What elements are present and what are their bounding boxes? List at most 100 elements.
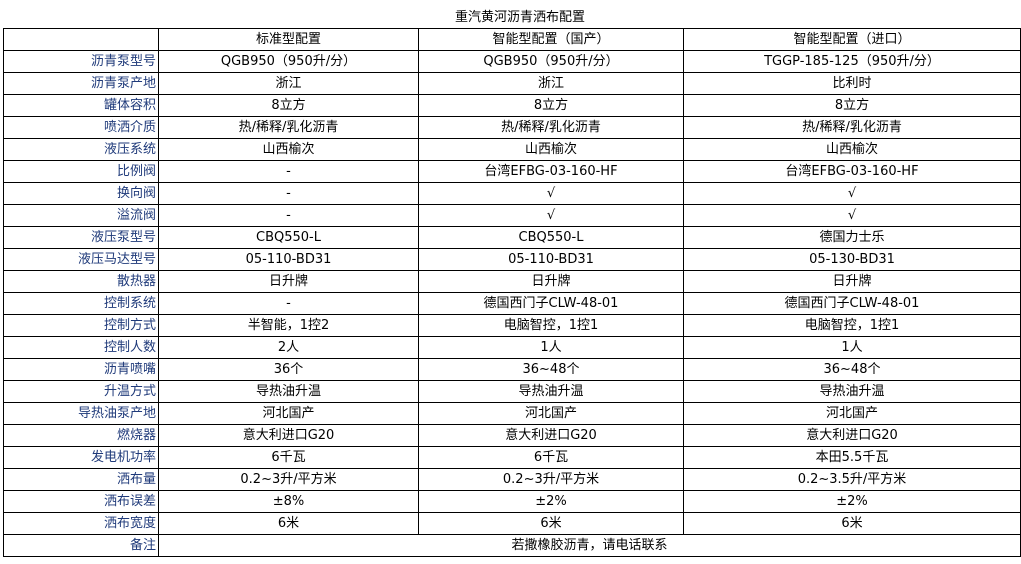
header-cell [3,28,159,51]
table-row: 换向阀 - √ √ [3,182,1021,205]
row-label: 喷洒介质 [3,116,159,139]
cell-value: CBQ550-L [158,226,419,249]
table-row: 液压泵型号 CBQ550-L CBQ550-L 德国力士乐 [3,226,1021,249]
cell-value: 日升牌 [158,270,419,293]
cell-value: CBQ550-L [418,226,684,249]
cell-value: 2人 [158,336,419,359]
cell-value: - [158,182,419,205]
table-row: 升温方式 导热油升温 导热油升温 导热油升温 [3,380,1021,403]
cell-value: 热/稀释/乳化沥青 [418,116,684,139]
cell-value: 05-110-BD31 [158,248,419,271]
table-row: 散热器 日升牌 日升牌 日升牌 [3,270,1021,293]
note-row: 备注 若撒橡胶沥青，请电话联系 [3,534,1021,557]
cell-value: QGB950（950升/分） [418,50,684,73]
cell-value: 意大利进口G20 [158,424,419,447]
table-row: 喷洒介质 热/稀释/乳化沥青 热/稀释/乳化沥青 热/稀释/乳化沥青 [3,116,1021,139]
table-row: 控制系统 - 德国西门子CLW-48-01 德国西门子CLW-48-01 [3,292,1021,315]
cell-value: 36~48个 [683,358,1021,381]
row-label: 比例阀 [3,160,159,183]
cell-value: 河北国产 [158,402,419,425]
cell-value: 6米 [158,512,419,535]
cell-value: 导热油升温 [158,380,419,403]
cell-value: 电脑智控，1控1 [683,314,1021,337]
cell-value: 05-110-BD31 [418,248,684,271]
note-value: 若撒橡胶沥青，请电话联系 [158,534,1021,557]
cell-value: √ [683,204,1021,227]
cell-value: 热/稀释/乳化沥青 [683,116,1021,139]
cell-value: 河北国产 [683,402,1021,425]
cell-value: 日升牌 [683,270,1021,293]
cell-value: 本田5.5千瓦 [683,446,1021,469]
cell-value: 8立方 [418,94,684,117]
cell-value: 浙江 [158,72,419,95]
row-label: 控制系统 [3,292,159,315]
table-row: 沥青喷嘴 36个 36~48个 36~48个 [3,358,1021,381]
cell-value: 1人 [418,336,684,359]
row-label: 液压泵型号 [3,226,159,249]
cell-value: 山西榆次 [683,138,1021,161]
cell-value: - [158,160,419,183]
row-label: 沥青泵型号 [3,50,159,73]
cell-value: ±2% [418,490,684,513]
row-label: 洒布误差 [3,490,159,513]
cell-value: 浙江 [418,72,684,95]
row-label: 溢流阀 [3,204,159,227]
table-row: 液压马达型号 05-110-BD31 05-110-BD31 05-130-BD31 [3,248,1021,271]
cell-value: 日升牌 [418,270,684,293]
cell-value: 05-130-BD31 [683,248,1021,271]
cell-value: 0.2~3升/平方米 [418,468,684,491]
cell-value: 电脑智控，1控1 [418,314,684,337]
cell-value: 比利时 [683,72,1021,95]
table-row: 发电机功率 6千瓦 6千瓦 本田5.5千瓦 [3,446,1021,469]
table-row: 控制方式 半智能，1控2 电脑智控，1控1 电脑智控，1控1 [3,314,1021,337]
row-label: 导热油泵产地 [3,402,159,425]
cell-value: 山西榆次 [418,138,684,161]
note-label: 备注 [3,534,159,557]
row-label: 散热器 [3,270,159,293]
table-row: 洒布量 0.2~3升/平方米 0.2~3升/平方米 0.2~3.5升/平方米 [3,468,1021,491]
row-label: 沥青喷嘴 [3,358,159,381]
table-row: 溢流阀 - √ √ [3,204,1021,227]
cell-value: - [158,292,419,315]
cell-value: 6米 [683,512,1021,535]
cell-value: 8立方 [683,94,1021,117]
table-row: 导热油泵产地 河北国产 河北国产 河北国产 [3,402,1021,425]
cell-value: 德国西门子CLW-48-01 [683,292,1021,315]
cell-value: TGGP-185-125（950升/分） [683,50,1021,73]
cell-value: ±2% [683,490,1021,513]
cell-value: 1人 [683,336,1021,359]
cell-value: - [158,204,419,227]
header-cell: 智能型配置（国产） [418,28,684,51]
header-cell: 智能型配置（进口） [683,28,1021,51]
row-label: 换向阀 [3,182,159,205]
cell-value: √ [418,182,684,205]
row-label: 洒布量 [3,468,159,491]
row-label: 沥青泵产地 [3,72,159,95]
cell-value: 导热油升温 [418,380,684,403]
cell-value: ±8% [158,490,419,513]
cell-value: 德国西门子CLW-48-01 [418,292,684,315]
cell-value: 36~48个 [418,358,684,381]
row-label: 发电机功率 [3,446,159,469]
cell-value: 导热油升温 [683,380,1021,403]
cell-value: 意大利进口G20 [418,424,684,447]
cell-value: 6千瓦 [418,446,684,469]
cell-value: 半智能，1控2 [158,314,419,337]
cell-value: √ [418,204,684,227]
header-row: 标准型配置 智能型配置（国产） 智能型配置（进口） [3,28,1021,51]
table-row: 控制人数 2人 1人 1人 [3,336,1021,359]
row-label: 燃烧器 [3,424,159,447]
row-label: 洒布宽度 [3,512,159,535]
cell-value: 台湾EFBG-03-160-HF [683,160,1021,183]
cell-value: 台湾EFBG-03-160-HF [418,160,684,183]
row-label: 控制方式 [3,314,159,337]
cell-value: 6米 [418,512,684,535]
row-label: 液压马达型号 [3,248,159,271]
config-table: 标准型配置 智能型配置（国产） 智能型配置（进口） 沥青泵型号 QGB950（95… [3,28,1021,557]
table-row: 沥青泵型号 QGB950（950升/分） QGB950（950升/分） TGGP-18… [3,50,1021,73]
cell-value: QGB950（950升/分） [158,50,419,73]
cell-value: 山西榆次 [158,138,419,161]
cell-value: 8立方 [158,94,419,117]
table-row: 液压系统 山西榆次 山西榆次 山西榆次 [3,138,1021,161]
row-label: 升温方式 [3,380,159,403]
